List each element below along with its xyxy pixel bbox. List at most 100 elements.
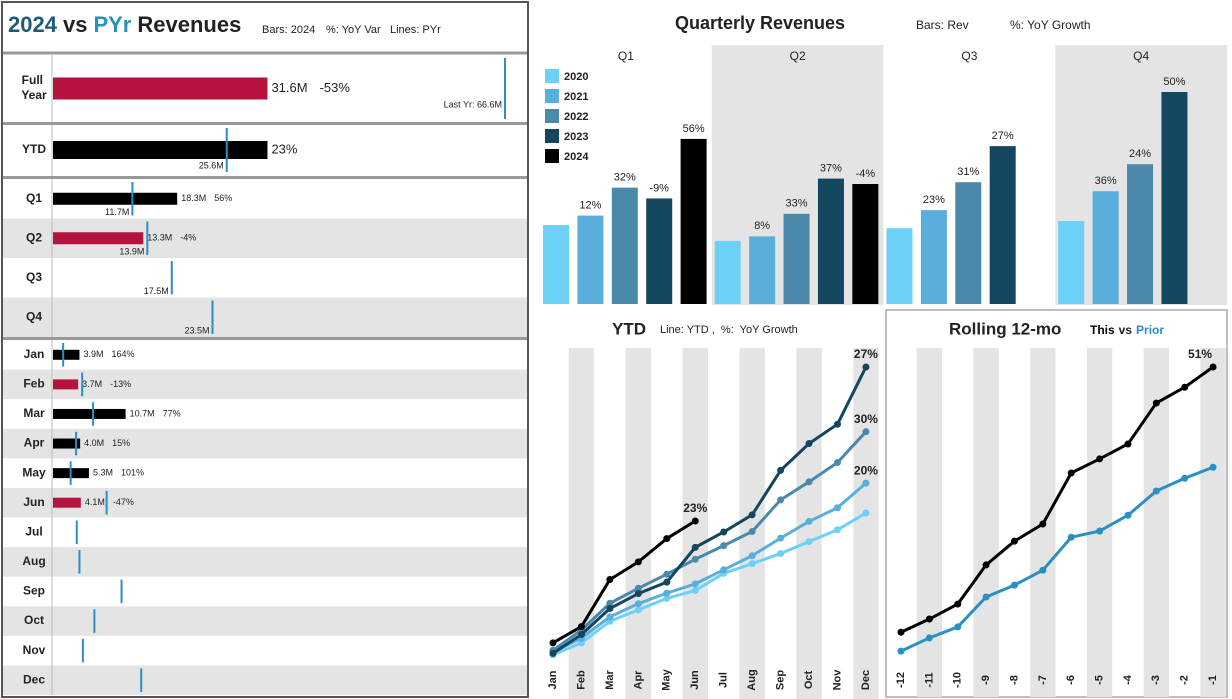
point <box>691 555 699 563</box>
series-line <box>552 511 867 657</box>
bar <box>53 192 178 205</box>
point <box>606 605 614 613</box>
point <box>691 580 699 588</box>
bar <box>886 228 913 304</box>
point <box>805 517 813 525</box>
series-line <box>552 519 697 645</box>
end-label: 20% <box>854 463 878 477</box>
chart-note: %: YoY Var <box>326 24 381 36</box>
x-tick-label: Nov <box>831 669 843 691</box>
bar <box>1092 191 1119 304</box>
growth-label: -9% <box>649 182 669 194</box>
title-part: 2024 <box>8 12 58 37</box>
point <box>805 478 813 486</box>
point <box>862 428 870 436</box>
growth-label: 8% <box>754 220 770 232</box>
point <box>1181 383 1189 391</box>
point <box>549 639 557 647</box>
point <box>663 578 671 586</box>
legend-label: 2023 <box>564 131 588 143</box>
point <box>1010 581 1018 589</box>
legend-swatch <box>545 149 559 163</box>
x-tick-label: Sep <box>775 670 787 690</box>
point <box>862 363 870 371</box>
point <box>577 639 585 647</box>
legend-swatch <box>545 69 559 83</box>
column-band <box>625 348 652 699</box>
bar <box>53 77 268 100</box>
chart-note: Bars: 2024 <box>262 24 315 36</box>
title-part: vs <box>63 12 87 37</box>
row-band <box>3 428 527 459</box>
x-tick-label: May <box>661 668 673 690</box>
point <box>1067 469 1075 477</box>
point <box>549 649 557 657</box>
point <box>634 590 642 598</box>
row-band <box>3 487 527 518</box>
chart-title: Rolling 12-mo <box>949 319 1061 338</box>
point <box>634 558 642 566</box>
point <box>634 584 642 592</box>
point <box>925 615 933 623</box>
legend-swatch <box>545 89 559 103</box>
point <box>691 586 699 594</box>
chart-note: Bars: Rev <box>916 18 969 32</box>
point <box>925 634 933 642</box>
chart-note: Lines: PYr <box>390 24 441 36</box>
bar <box>783 213 810 304</box>
yoy-label: -4% <box>180 233 196 243</box>
point <box>634 606 642 614</box>
bar <box>817 178 844 304</box>
title-part: PYr <box>93 12 131 37</box>
point <box>720 566 728 574</box>
bar <box>955 182 982 304</box>
point <box>897 647 905 655</box>
row-label: Q1 <box>26 191 42 205</box>
bar <box>53 408 126 419</box>
point <box>834 458 841 466</box>
point <box>1181 474 1189 482</box>
point <box>954 600 962 608</box>
value-label: 3.7M <box>82 379 102 389</box>
x-tick-label: Jun <box>689 670 701 690</box>
point <box>663 589 671 597</box>
bar <box>1058 221 1085 304</box>
point <box>1152 399 1160 407</box>
bar <box>1161 92 1188 304</box>
row-label: YTD <box>22 142 46 156</box>
x-tick-label: -5 <box>1093 675 1105 685</box>
x-tick-label: -3 <box>1150 675 1162 685</box>
column-label: Q3 <box>961 49 977 63</box>
legend-label: Prior <box>1136 323 1164 337</box>
row-label: Full Year <box>21 73 47 102</box>
bar <box>749 236 776 304</box>
point <box>982 593 990 601</box>
point <box>862 479 870 487</box>
bar <box>53 232 144 245</box>
column-band <box>853 348 879 699</box>
yoy-label: 56% <box>214 193 232 203</box>
value-label: 5.3M <box>93 468 113 478</box>
row-label: Jul <box>25 524 42 538</box>
x-tick-label: -10 <box>952 672 964 688</box>
x-tick-label: Apr <box>632 670 644 690</box>
point <box>777 550 785 558</box>
bar <box>53 141 268 159</box>
point <box>1124 440 1132 448</box>
point <box>577 630 585 638</box>
x-tick-label: -4 <box>1122 674 1134 685</box>
row-label: Oct <box>24 613 44 627</box>
point <box>606 575 614 583</box>
row-label: Feb <box>23 377 44 391</box>
end-label: 51% <box>1188 347 1212 361</box>
point <box>1124 511 1132 519</box>
legend-swatch <box>545 129 559 143</box>
column-label: Q4 <box>1133 49 1149 63</box>
row-label: Jun <box>23 495 44 509</box>
bar <box>53 497 81 508</box>
row-label: Sep <box>23 584 45 598</box>
legend-label: 2022 <box>564 111 588 123</box>
x-tick-label: Oct <box>803 670 815 689</box>
x-tick-label: -6 <box>1065 675 1077 685</box>
